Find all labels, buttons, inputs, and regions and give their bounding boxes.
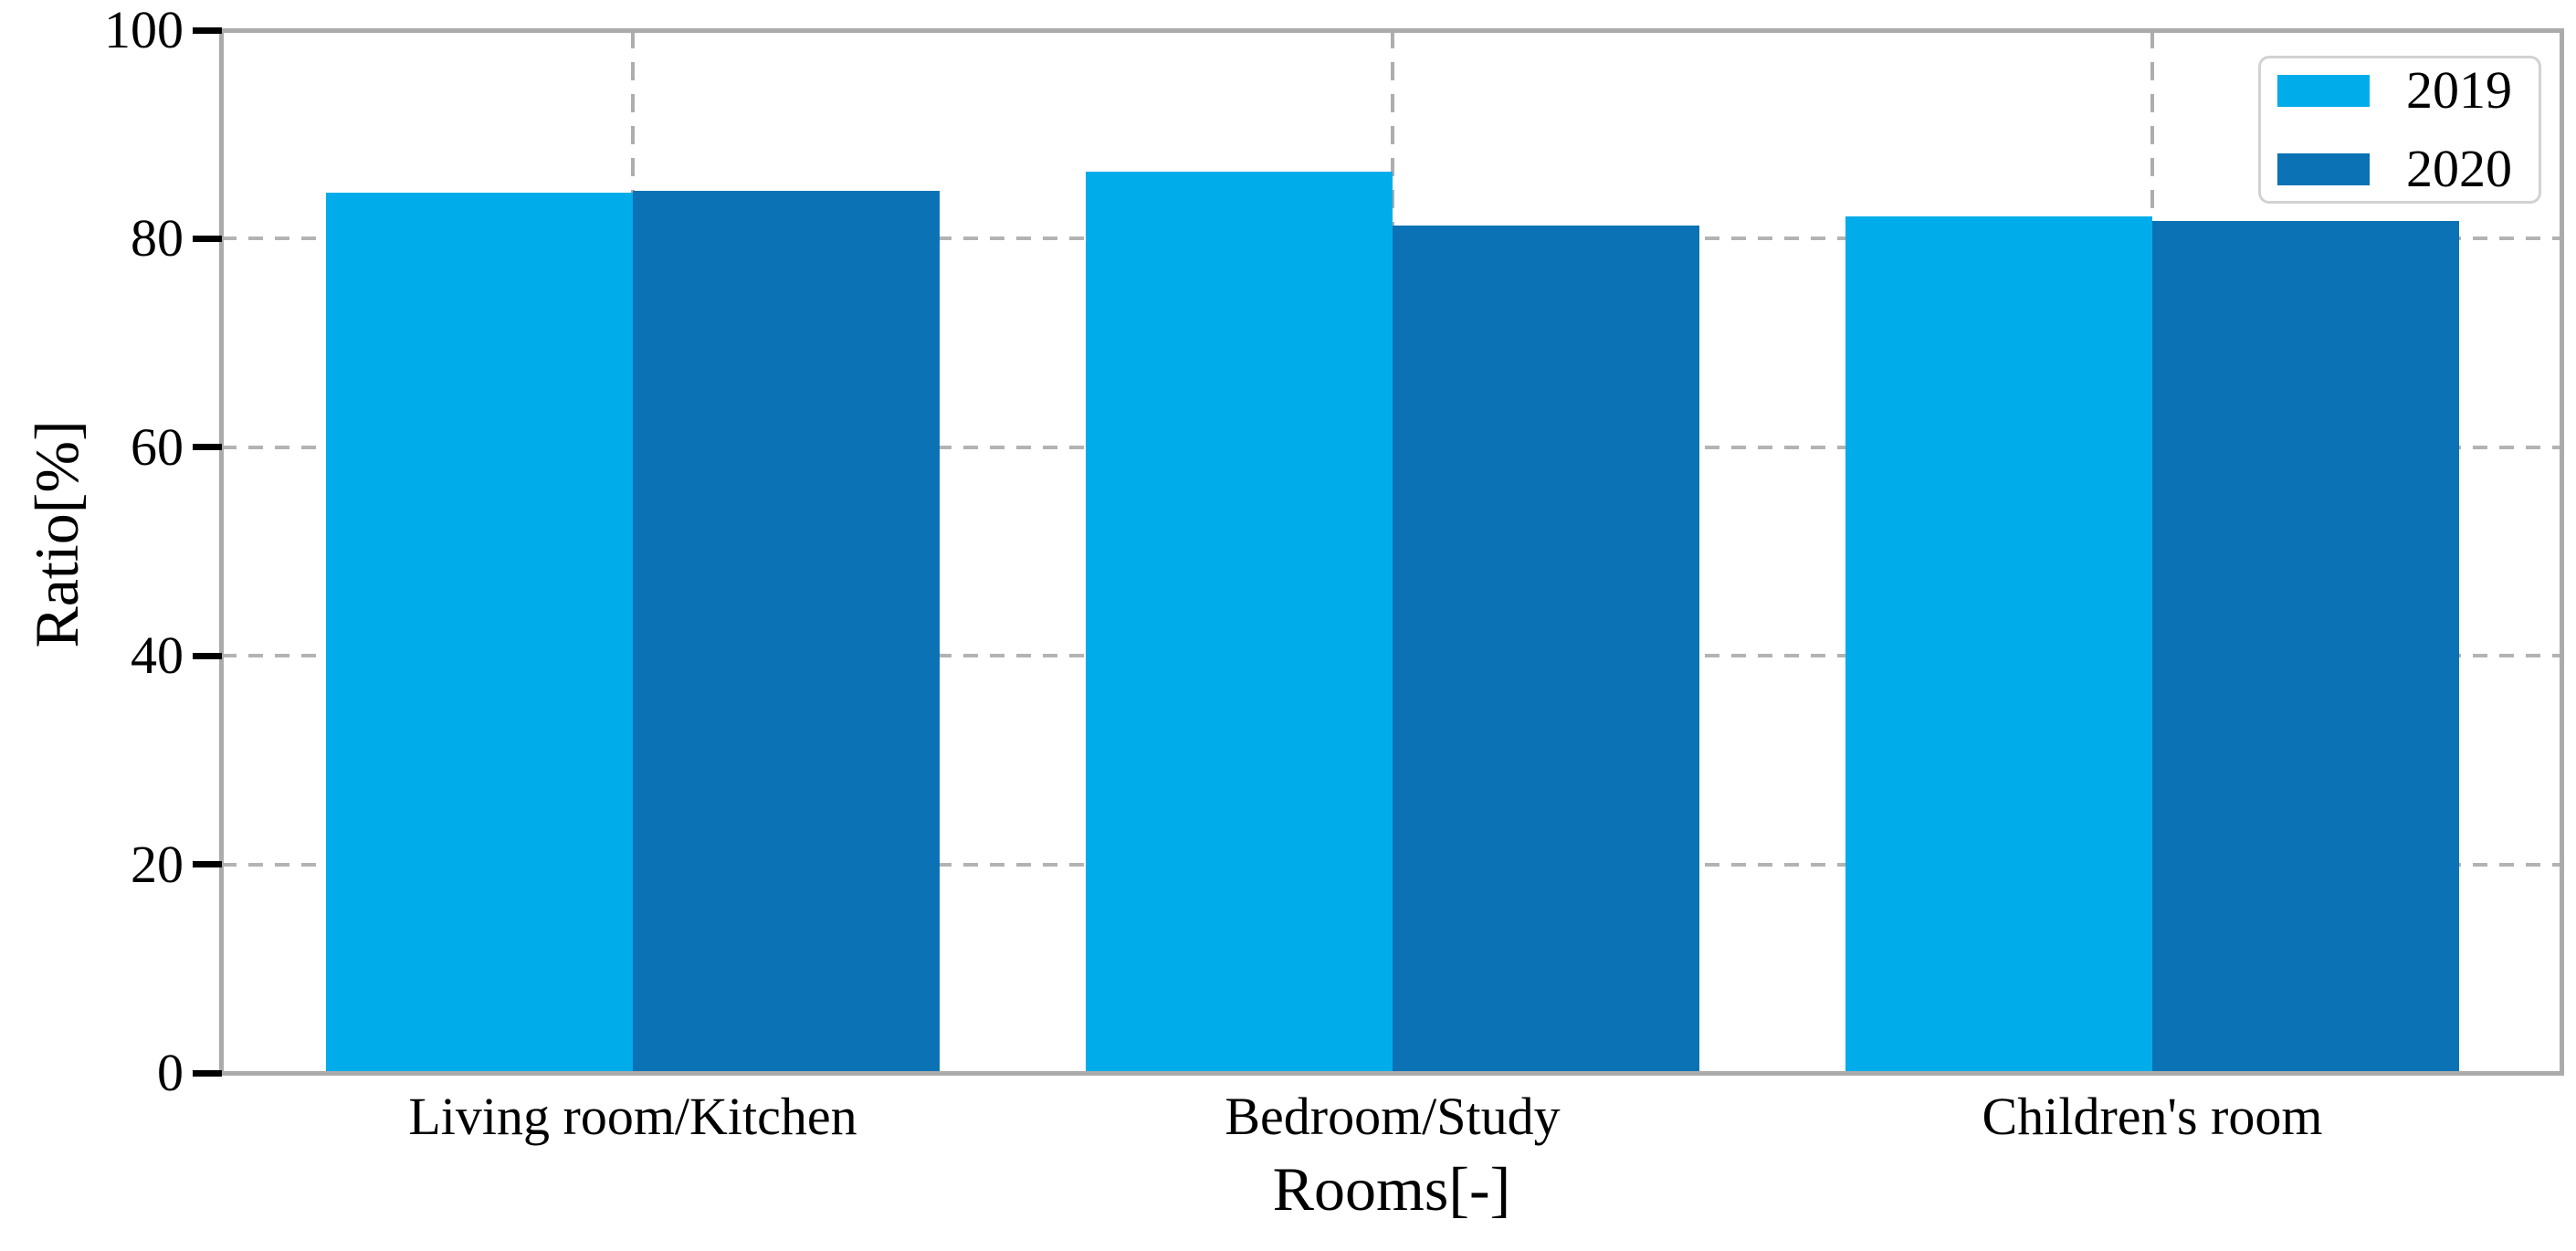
x-axis-title: Rooms[-] — [1272, 1154, 1511, 1224]
y-tick-label-20: 20 — [131, 834, 184, 894]
bar-2020-living-room-kitchen — [633, 190, 940, 1073]
y-tick-mark-0 — [193, 1069, 222, 1077]
y-tick-label-60: 60 — [131, 416, 184, 477]
plot-spine-bottom — [219, 1071, 2564, 1076]
y-tick-label-100: 100 — [104, 0, 184, 59]
y-tick-label-0: 0 — [157, 1043, 184, 1102]
x-tick-label-bedroom-study: Bedroom/Study — [1225, 1087, 1561, 1146]
y-tick-mark-40 — [193, 652, 222, 659]
bar-2020-bedroom-study — [1393, 225, 1699, 1073]
legend-swatch-2019 — [2277, 74, 2370, 107]
y-tick-mark-60 — [193, 444, 222, 451]
plot-spine-top — [219, 28, 2564, 33]
legend-label-2020: 2020 — [2406, 139, 2512, 198]
x-tick-label-children-s-room: Children's room — [1982, 1087, 2323, 1146]
legend-swatch-2020 — [2277, 152, 2370, 185]
legend-item-2020: 2020 — [2277, 142, 2539, 195]
legend-item-2019: 2019 — [2277, 64, 2539, 117]
y-tick-mark-80 — [193, 235, 222, 242]
y-tick-mark-100 — [193, 26, 222, 34]
legend: 2019 2020 — [2258, 56, 2541, 204]
y-tick-label-40: 40 — [131, 626, 184, 686]
bar-2019-children-s-room — [1845, 216, 2152, 1073]
legend-label-2019: 2019 — [2406, 60, 2512, 120]
bar-2020-children-s-room — [2152, 221, 2459, 1073]
plot-area — [222, 30, 2561, 1073]
plot-spine-right — [2560, 28, 2564, 1076]
x-tick-label-living-room-kitchen: Living room/Kitchen — [408, 1087, 857, 1146]
plot-spine-left — [219, 28, 224, 1076]
bar-2019-living-room-kitchen — [326, 193, 633, 1073]
y-tick-mark-20 — [193, 861, 222, 868]
bar-2019-bedroom-study — [1086, 172, 1393, 1073]
y-tick-label-80: 80 — [131, 208, 184, 268]
